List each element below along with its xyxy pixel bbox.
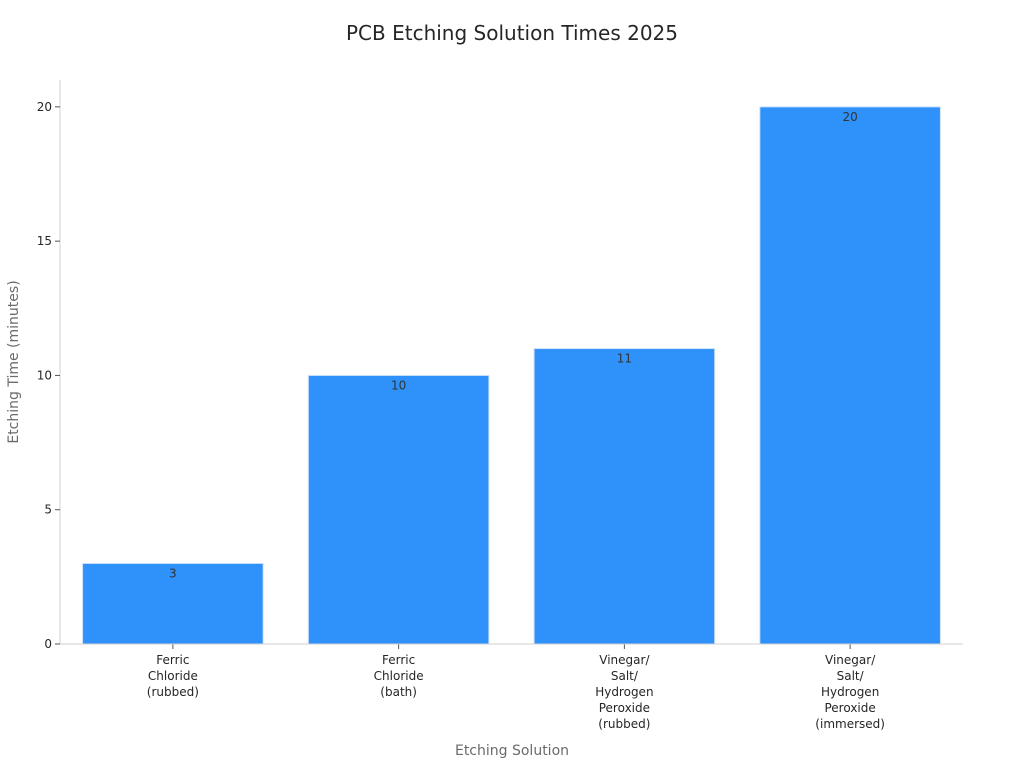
value-label: 10: [391, 378, 406, 392]
bar: [533, 348, 716, 645]
value-label: 11: [617, 352, 632, 366]
x-tick-label: Ferric Chloride (bath): [374, 653, 424, 699]
y-tick-label: 0: [44, 637, 52, 651]
value-label: 3: [169, 566, 177, 580]
y-tick-label: 5: [44, 503, 52, 517]
y-tick-label: 10: [37, 368, 52, 382]
y-axis-label: Etching Time (minutes): [6, 280, 22, 443]
bar: [307, 374, 490, 645]
bar: [759, 106, 941, 645]
x-axis-label: Etching Solution: [455, 743, 569, 759]
x-tick-label: Ferric Chloride (rubbed): [147, 653, 199, 699]
chart-title: PCB Etching Solution Times 2025: [346, 21, 678, 45]
y-tick-label: 20: [37, 100, 52, 114]
value-label: 20: [842, 110, 857, 124]
x-tick-label: Vinegar/Salt/Hydrogen Peroxide (immersed): [815, 653, 885, 731]
y-tick-label: 15: [37, 234, 52, 248]
x-tick-label: Vinegar/Salt/Hydrogen Peroxide (rubbed): [595, 653, 653, 731]
